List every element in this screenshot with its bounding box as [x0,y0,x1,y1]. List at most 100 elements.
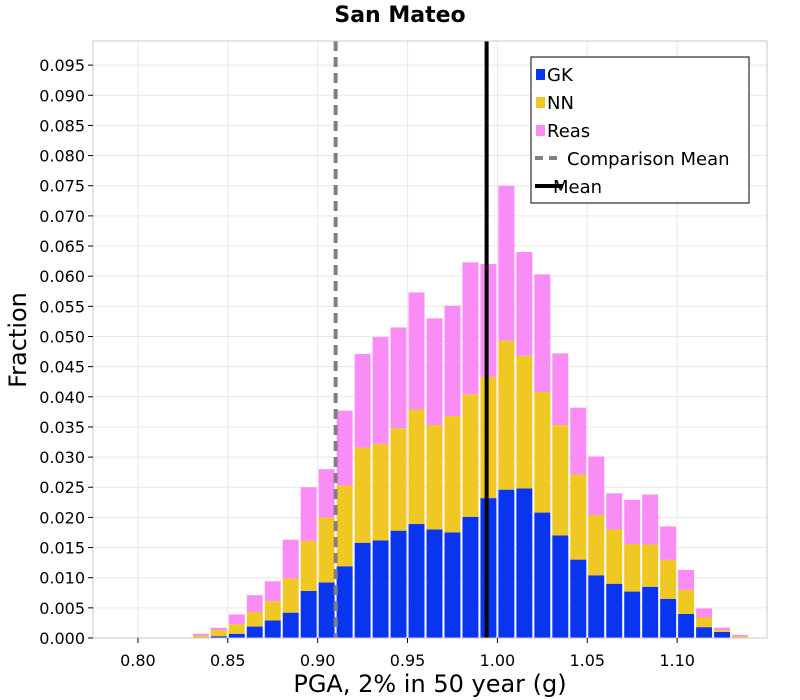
bar-reas [372,337,389,444]
plot-frame [92,40,768,639]
y-axis: 0.000 0.005 0.010 0.015 0.020 0.025 0.030 0.035… [39,56,93,648]
y-tick-label: 0.005 [39,599,85,618]
bar-nn [444,416,461,533]
bar-reas [732,634,749,637]
bar-gk [318,582,335,638]
histogram-bars [192,185,749,638]
bar-gk [678,613,695,638]
y-tick-label: 0.025 [39,478,85,497]
y-tick-label: 0.095 [39,56,85,75]
bar-gk [246,626,263,638]
bar-nn [696,617,713,628]
y-tick-label: 0.020 [39,508,85,527]
reference-lines [333,41,489,638]
bar-nn [678,589,695,614]
bar-nn [660,559,677,599]
bar-nn [714,630,731,632]
bar-gk [228,633,245,638]
bar-reas [282,539,299,579]
bar-gk [498,489,515,638]
bar-gk [534,512,551,638]
bar-gk [336,566,353,638]
legend-swatch-gk [536,69,545,80]
bar-gk [696,627,713,638]
legend-label-comparison-mean: Comparison Mean [567,149,730,170]
bar-reas [300,487,317,541]
y-tick-label: 0.000 [39,629,85,648]
bar-nn [192,635,209,638]
x-tick-label: 0.90 [300,651,336,670]
legend-swatch-nn [536,97,545,108]
x-tick-label: 1.10 [659,651,695,670]
bar-reas [462,262,479,395]
bar-nn [462,394,479,517]
bar-nn [228,624,245,634]
legend-box [530,56,750,204]
bar-gk [606,583,623,638]
bar-nn [372,443,389,541]
bar-gk [354,542,371,638]
bar-reas [552,353,569,426]
y-tick-label: 0.035 [39,418,85,437]
y-tick-label: 0.070 [39,207,85,226]
bar-reas [642,494,659,545]
bar-nn [300,540,317,591]
bar-gk [408,524,425,638]
bar-reas [570,407,587,475]
bar-gk [444,532,461,638]
bar-nn [732,636,749,638]
bar-reas [444,305,461,417]
bar-nn [570,474,587,560]
bar-reas [318,469,335,518]
x-axis: 0.80 0.85 0.90 0.95 1.00 1.05 1.10 [120,638,695,670]
bar-nn [624,543,641,592]
bar-gk [570,559,587,638]
legend-swatch-reas [536,125,545,136]
bar-gk [642,586,659,638]
bar-gk [300,590,317,638]
bar-reas [714,627,731,631]
bar-gk [588,575,605,638]
bar-nn [408,409,425,525]
y-tick-label: 0.065 [39,237,85,256]
y-tick-label: 0.040 [39,388,85,407]
bar-gk [624,591,641,638]
bar-reas [588,456,605,515]
bar-nn [264,601,281,621]
x-tick-label: 1.05 [569,651,605,670]
bar-reas [516,252,533,356]
bar-nn [642,544,659,587]
bar-reas [264,581,281,602]
bar-reas [408,292,425,410]
chart-title: San Mateo [334,3,465,28]
y-tick-label: 0.015 [39,539,85,558]
bar-nn [552,425,569,536]
bar-reas [192,633,209,636]
x-axis-title: PGA, 2% in 50 year (g) [293,670,566,698]
y-tick-label: 0.030 [39,448,85,467]
bar-reas [678,569,695,590]
bar-nn [426,425,443,530]
legend-label-reas: Reas [547,121,590,142]
x-tick-label: 0.80 [120,651,156,670]
bar-reas [534,274,551,392]
bar-gk [660,598,677,638]
bar-gk [264,620,281,638]
bar-reas [390,327,407,429]
y-tick-label: 0.060 [39,267,85,286]
x-tick-label: 1.00 [480,651,516,670]
bar-reas [606,493,623,530]
bar-reas [498,185,515,341]
bar-gk [516,488,533,638]
bar-reas [660,526,677,560]
bar-nn [390,428,407,531]
bar-gk [426,529,443,638]
bar-nn [282,578,299,613]
bar-gk [462,516,479,638]
y-tick-label: 0.075 [39,177,85,196]
x-tick-label: 0.95 [390,651,426,670]
legend-label-gk: GK [547,65,574,86]
bar-nn [498,340,515,490]
bar-nn [210,630,227,637]
y-tick-label: 0.010 [39,569,85,588]
